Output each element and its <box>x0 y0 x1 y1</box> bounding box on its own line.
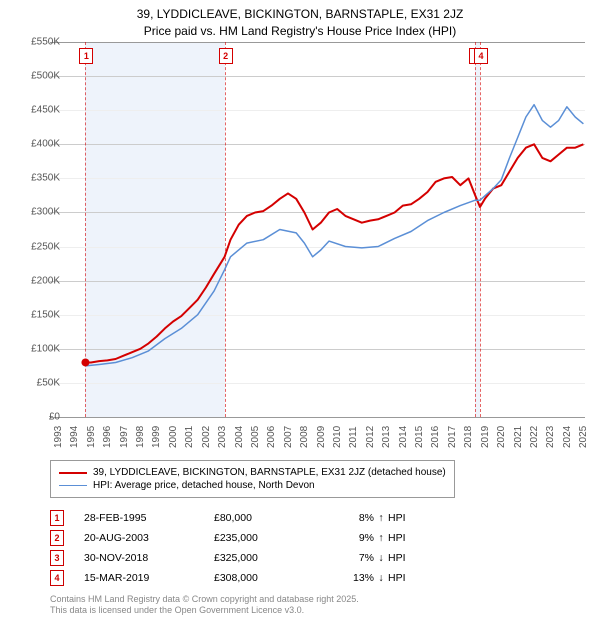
x-tick-label: 2015 <box>414 426 425 448</box>
event-price: £308,000 <box>214 572 324 584</box>
y-tick-label: £350K <box>31 173 60 184</box>
legend-row: HPI: Average price, detached house, Nort… <box>59 480 446 491</box>
y-tick-label: £400K <box>31 139 60 150</box>
event-num-box: 4 <box>50 570 64 586</box>
marker-box: 2 <box>219 48 233 64</box>
event-suffix: HPI <box>388 532 406 544</box>
event-suffix: HPI <box>388 552 406 564</box>
x-tick-label: 2005 <box>250 426 261 448</box>
x-tick-label: 2022 <box>529 426 540 448</box>
x-tick-label: 2007 <box>283 426 294 448</box>
x-tick-label: 2011 <box>348 426 359 448</box>
x-tick-label: 2025 <box>578 426 589 448</box>
x-tick-label: 2003 <box>217 426 228 448</box>
footer-line1: Contains HM Land Registry data © Crown c… <box>50 594 359 605</box>
arrow-icon: ↑ <box>374 532 388 544</box>
event-price: £235,000 <box>214 532 324 544</box>
event-num-box: 2 <box>50 530 64 546</box>
x-tick-label: 2018 <box>463 426 474 448</box>
event-num-box: 3 <box>50 550 64 566</box>
event-num-box: 1 <box>50 510 64 526</box>
title-line2: Price paid vs. HM Land Registry's House … <box>0 23 600 40</box>
y-tick-label: £150K <box>31 309 60 320</box>
x-tick-label: 2012 <box>365 426 376 448</box>
legend-swatch <box>59 472 87 474</box>
event-date: 30-NOV-2018 <box>84 552 214 564</box>
y-tick-label: £200K <box>31 275 60 286</box>
x-tick-label: 2020 <box>496 426 507 448</box>
y-tick-label: £550K <box>31 37 60 48</box>
legend-swatch <box>59 485 87 486</box>
event-pct: 13% <box>324 572 374 584</box>
series-line-property <box>85 144 583 362</box>
legend-label: HPI: Average price, detached house, Nort… <box>93 480 315 491</box>
x-tick-label: 2014 <box>398 426 409 448</box>
x-tick-label: 2016 <box>430 426 441 448</box>
legend-label: 39, LYDDICLEAVE, BICKINGTON, BARNSTAPLE,… <box>93 467 446 478</box>
start-dot <box>81 358 89 366</box>
event-row: 3 30-NOV-2018£325,0007%↓HPI <box>50 548 406 568</box>
event-pct: 7% <box>324 552 374 564</box>
event-date: 28-FEB-1995 <box>84 512 214 524</box>
legend: 39, LYDDICLEAVE, BICKINGTON, BARNSTAPLE,… <box>50 460 455 498</box>
y-gridline <box>50 417 585 418</box>
y-tick-label: £100K <box>31 343 60 354</box>
y-tick-label: £50K <box>37 377 60 388</box>
x-tick-label: 2004 <box>234 426 245 448</box>
x-tick-label: 2013 <box>381 426 392 448</box>
y-tick-label: £300K <box>31 207 60 218</box>
x-tick-label: 1997 <box>119 426 130 448</box>
x-tick-label: 2001 <box>184 426 195 448</box>
title-line1: 39, LYDDICLEAVE, BICKINGTON, BARNSTAPLE,… <box>0 6 600 23</box>
footer-line2: This data is licensed under the Open Gov… <box>50 605 359 616</box>
event-price: £325,000 <box>214 552 324 564</box>
x-tick-label: 1999 <box>151 426 162 448</box>
event-date: 15-MAR-2019 <box>84 572 214 584</box>
chart-area: 1234 <box>50 42 585 417</box>
x-tick-label: 1993 <box>53 426 64 448</box>
event-row: 4 15-MAR-2019£308,00013%↓HPI <box>50 568 406 588</box>
x-tick-label: 2002 <box>201 426 212 448</box>
x-tick-label: 2006 <box>266 426 277 448</box>
x-tick-label: 2024 <box>562 426 573 448</box>
event-date: 20-AUG-2003 <box>84 532 214 544</box>
x-tick-label: 1998 <box>135 426 146 448</box>
marker-box: 1 <box>79 48 93 64</box>
x-tick-label: 2019 <box>480 426 491 448</box>
marker-box: 4 <box>474 48 488 64</box>
y-tick-label: £0 <box>49 412 60 423</box>
arrow-icon: ↓ <box>374 572 388 584</box>
footer: Contains HM Land Registry data © Crown c… <box>50 594 359 616</box>
event-row: 1 28-FEB-1995£80,0008%↑HPI <box>50 508 406 528</box>
event-row: 2 20-AUG-2003£235,0009%↑HPI <box>50 528 406 548</box>
event-pct: 8% <box>324 512 374 524</box>
arrow-icon: ↓ <box>374 552 388 564</box>
series-line-hpi <box>85 105 583 366</box>
x-tick-label: 1996 <box>102 426 113 448</box>
x-tick-label: 2023 <box>545 426 556 448</box>
arrow-icon: ↑ <box>374 512 388 524</box>
y-tick-label: £250K <box>31 241 60 252</box>
legend-row: 39, LYDDICLEAVE, BICKINGTON, BARNSTAPLE,… <box>59 467 446 478</box>
x-tick-label: 2009 <box>316 426 327 448</box>
event-suffix: HPI <box>388 572 406 584</box>
y-tick-label: £450K <box>31 105 60 116</box>
x-tick-label: 2000 <box>168 426 179 448</box>
x-tick-label: 1994 <box>69 426 80 448</box>
chart-lines <box>50 42 585 417</box>
events-table: 128-FEB-1995£80,0008%↑HPI220-AUG-2003£23… <box>50 508 406 588</box>
event-pct: 9% <box>324 532 374 544</box>
x-tick-label: 2017 <box>447 426 458 448</box>
x-tick-label: 2021 <box>513 426 524 448</box>
x-tick-label: 2010 <box>332 426 343 448</box>
x-tick-label: 2008 <box>299 426 310 448</box>
event-price: £80,000 <box>214 512 324 524</box>
x-tick-label: 1995 <box>86 426 97 448</box>
y-tick-label: £500K <box>31 71 60 82</box>
event-suffix: HPI <box>388 512 406 524</box>
